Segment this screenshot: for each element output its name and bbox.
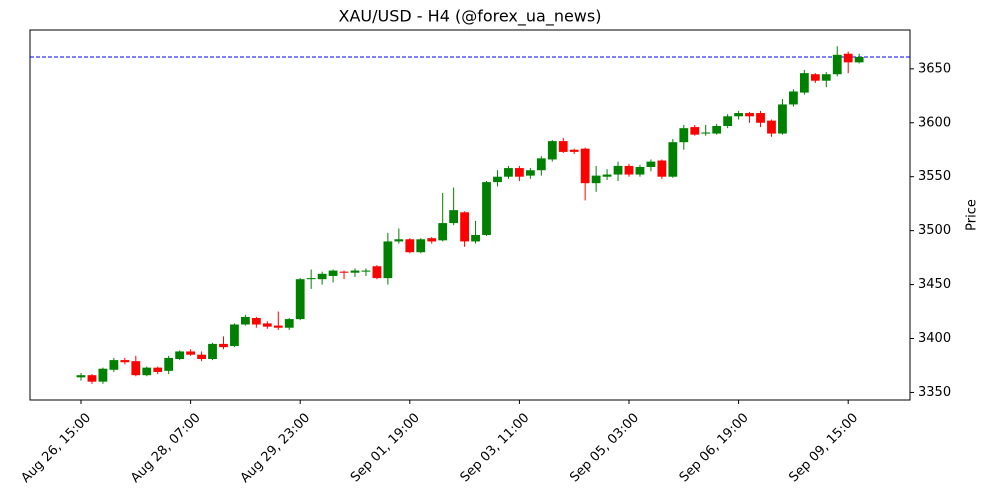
candle-body — [438, 223, 448, 241]
candle-body — [536, 158, 546, 171]
y-tick-label: 3600 — [918, 115, 951, 130]
candle-body — [219, 343, 228, 348]
candle-body — [449, 210, 459, 224]
candle-body — [778, 104, 787, 134]
candle-body — [679, 128, 689, 143]
candle-body — [251, 318, 261, 325]
candle-body — [262, 323, 272, 327]
candle-body — [361, 270, 371, 272]
candle-body — [87, 375, 97, 382]
candle-body — [690, 127, 700, 135]
candle-body — [394, 239, 404, 242]
y-tick-label: 3450 — [918, 277, 951, 292]
candle-body — [515, 168, 524, 177]
candle-body — [175, 351, 185, 360]
candle-body — [624, 165, 634, 175]
candle-body — [328, 270, 338, 276]
candle-body — [591, 175, 601, 184]
candle-body — [569, 149, 579, 152]
candle-body — [471, 234, 480, 242]
chart-title: XAU/USD - H4 (@forex_ua_news) — [339, 7, 602, 27]
candle-body — [854, 56, 864, 63]
candle-body — [482, 182, 491, 235]
candle-body — [504, 168, 513, 177]
candle-body — [109, 360, 119, 370]
candle-body — [120, 360, 130, 363]
candle-body — [712, 126, 722, 134]
candle-body — [241, 316, 250, 325]
x-tick-label: Sep 06, 19:00 — [677, 410, 752, 485]
candle-body — [668, 142, 678, 177]
candle-body — [701, 132, 711, 134]
candle-body — [273, 325, 283, 328]
x-tick-label: Sep 03, 11:00 — [458, 410, 533, 485]
candle-body — [339, 271, 349, 273]
candle-body — [197, 354, 206, 360]
candle-body — [657, 160, 667, 177]
candle-body — [427, 238, 437, 242]
candle-body — [767, 120, 776, 134]
candle-body — [284, 319, 294, 328]
candle-body — [98, 368, 108, 382]
candle-body — [734, 113, 743, 117]
x-tick-label: Sep 09, 15:00 — [786, 410, 861, 485]
candle-body — [142, 367, 152, 376]
candle-body — [832, 54, 842, 75]
candle-body — [350, 270, 360, 273]
candle-body — [372, 266, 382, 279]
y-tick-label: 3350 — [918, 385, 951, 400]
candle-body — [635, 166, 645, 175]
candle-body — [186, 351, 195, 355]
candle-body — [76, 375, 86, 378]
candle-body — [416, 239, 426, 253]
candle-body — [843, 53, 853, 63]
candle-body — [756, 113, 765, 123]
candle-body — [317, 273, 327, 280]
candle-body — [306, 278, 316, 280]
candle-body — [153, 367, 163, 372]
candle-body — [208, 343, 217, 360]
candle-body — [547, 141, 557, 160]
candle-body — [799, 73, 809, 93]
candle-body — [613, 165, 623, 175]
candle-body — [493, 176, 502, 183]
y-tick-label: 3500 — [918, 223, 951, 238]
plot-frame — [29, 29, 911, 401]
candle-body — [295, 279, 305, 320]
y-tick-label: 3400 — [918, 331, 951, 346]
candle-body — [745, 113, 754, 117]
candle-body — [558, 141, 568, 152]
candle-body — [525, 170, 535, 176]
candle-body — [821, 74, 831, 81]
candle-body — [646, 161, 656, 167]
x-tick-label: Sep 01, 19:00 — [348, 410, 423, 485]
x-tick-label: Aug 29, 23:00 — [238, 410, 314, 486]
candle-body — [405, 239, 415, 253]
candle-body — [789, 91, 798, 105]
candle-body — [383, 241, 393, 279]
candle-body — [810, 74, 820, 81]
candle-body — [460, 212, 469, 242]
candle-body — [602, 174, 612, 177]
candle-body — [164, 357, 174, 371]
x-tick-label: Sep 05, 03:00 — [567, 410, 642, 485]
x-tick-label: Aug 26, 15:00 — [19, 410, 95, 486]
y-tick-label: 3550 — [918, 169, 951, 184]
y-axis-label: Price — [965, 199, 980, 231]
candle-body — [580, 148, 590, 184]
candle-body — [230, 324, 239, 347]
candle-body — [723, 116, 733, 127]
candle-body — [131, 361, 141, 376]
y-tick-label: 3650 — [918, 61, 951, 76]
x-tick-label: Aug 28, 07:00 — [128, 410, 204, 486]
